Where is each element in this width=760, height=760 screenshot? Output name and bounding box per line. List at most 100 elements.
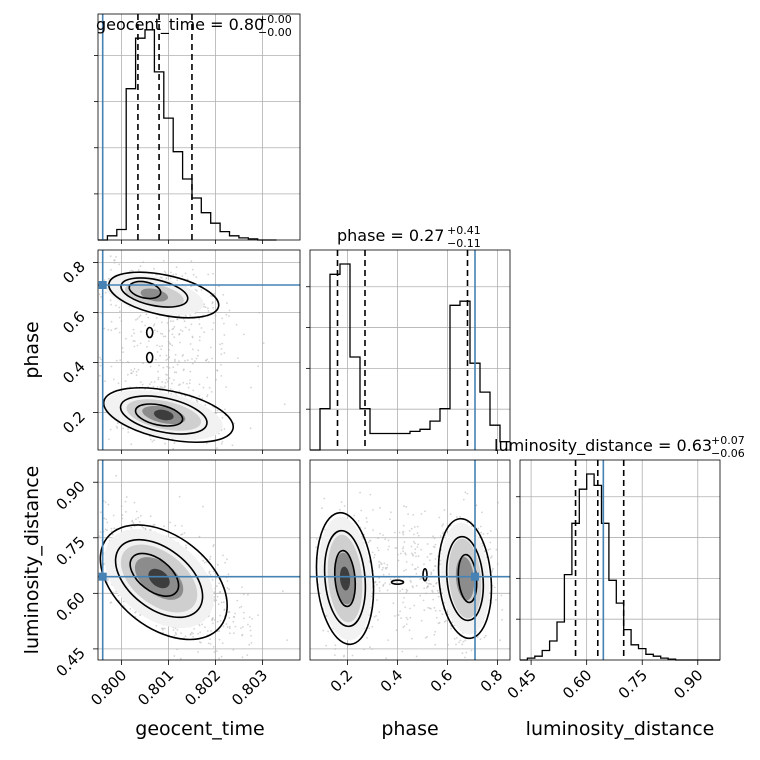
sample-point <box>450 627 452 630</box>
sample-point <box>226 626 229 629</box>
sample-point <box>215 412 218 414</box>
sample-point <box>135 374 138 376</box>
sample-point <box>202 386 205 389</box>
sample-point <box>220 601 223 604</box>
sample-point <box>110 269 112 271</box>
sample-point <box>213 651 216 653</box>
sample-point <box>173 379 175 381</box>
sample-point <box>327 630 329 633</box>
x-tick-label-geocent_time-3: 0.803 <box>228 666 271 709</box>
sample-point <box>233 632 235 634</box>
sample-point <box>413 526 416 528</box>
sample-point <box>222 293 225 296</box>
sample-point <box>215 577 217 580</box>
sample-point <box>204 626 206 629</box>
y-tick-label-phase-1: 0.4 <box>59 358 89 388</box>
sample-point <box>402 530 405 533</box>
sample-point <box>204 404 207 406</box>
sample-point <box>248 616 251 619</box>
sample-point <box>491 571 493 573</box>
sample-point <box>213 600 216 602</box>
sample-point <box>424 637 427 639</box>
sample-point <box>132 328 135 331</box>
sample-point <box>168 329 171 332</box>
sample-point <box>228 632 231 635</box>
sample-point <box>249 427 252 430</box>
sample-point <box>403 570 405 572</box>
sample-point <box>241 656 244 659</box>
sample-point <box>121 514 124 516</box>
sample-point <box>451 621 454 624</box>
sample-point <box>315 538 318 540</box>
sample-point <box>159 332 162 335</box>
sample-point <box>148 529 151 531</box>
sample-point <box>178 360 180 363</box>
sample-point <box>435 616 438 619</box>
sample-point <box>426 585 429 588</box>
sample-point <box>417 534 420 537</box>
sample-point <box>246 654 249 656</box>
sample-point <box>127 431 130 433</box>
sample-point <box>323 497 326 500</box>
sample-point <box>410 637 413 640</box>
sample-point <box>241 634 243 637</box>
sample-point <box>213 596 216 598</box>
sample-point <box>224 561 227 564</box>
sample-point <box>432 545 435 548</box>
sample-point <box>198 323 201 326</box>
sample-point <box>130 526 133 529</box>
sample-point <box>395 581 398 583</box>
sample-point <box>378 560 380 563</box>
sample-point <box>157 370 159 373</box>
sample-point <box>138 521 141 523</box>
sample-point <box>155 273 157 276</box>
sample-point <box>235 323 238 326</box>
sample-point <box>185 544 187 547</box>
contour-inner-lower <box>134 403 184 427</box>
sample-point <box>203 303 206 306</box>
sample-point <box>197 349 200 352</box>
x-axis-label-phase: phase <box>381 718 438 740</box>
sample-point <box>386 564 389 566</box>
sample-point <box>461 652 464 655</box>
sample-point <box>376 583 378 586</box>
sample-point <box>430 583 432 586</box>
sample-point <box>122 351 124 354</box>
sample-point <box>196 290 198 292</box>
sample-point <box>334 644 337 647</box>
sample-point <box>223 428 226 430</box>
sample-point <box>163 386 166 389</box>
sample-point <box>115 256 117 258</box>
sample-point <box>234 612 237 615</box>
sample-point <box>209 555 212 558</box>
sample-point <box>105 518 107 521</box>
sample-point <box>209 558 211 561</box>
sample-point <box>180 394 183 396</box>
sample-point <box>188 328 191 331</box>
sample-point <box>501 618 503 621</box>
sample-point <box>194 288 197 291</box>
sample-point <box>130 269 133 272</box>
sample-point <box>166 365 169 368</box>
sample-point <box>412 514 415 516</box>
sample-point <box>110 320 113 323</box>
histogram-geocent_time <box>98 29 277 241</box>
sample-point <box>416 525 419 528</box>
sample-point <box>137 516 140 519</box>
sample-point <box>198 317 201 320</box>
sample-point <box>166 374 169 376</box>
x-tick-label-phase-2: 0.6 <box>427 666 457 696</box>
contour-left-inner <box>333 549 357 608</box>
sample-point <box>210 295 212 297</box>
sample-point <box>369 493 372 496</box>
y-tick-label-luminosity_distance-0: 0.45 <box>52 644 88 680</box>
sample-point <box>130 443 133 446</box>
sample-point <box>462 498 465 501</box>
sample-point <box>218 657 221 660</box>
sample-point <box>257 614 259 616</box>
sample-point <box>432 535 434 538</box>
sample-point <box>409 579 412 582</box>
title-geocent-time: geocent_time = 0.80 <box>96 15 264 35</box>
sample-point <box>249 629 252 632</box>
contour-islet-c <box>390 579 405 586</box>
